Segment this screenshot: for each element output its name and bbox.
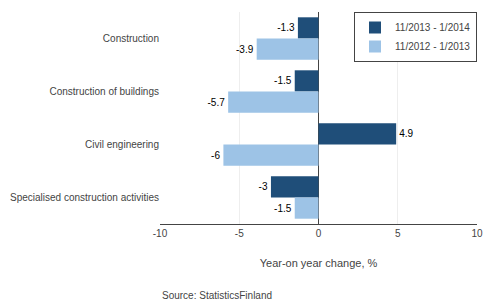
svg-text:-5.7: -5.7 bbox=[207, 97, 225, 108]
svg-text:0: 0 bbox=[316, 228, 322, 239]
svg-text:Specialised construction activ: Specialised construction activities bbox=[10, 192, 159, 203]
svg-text:Year-on year change, %: Year-on year change, % bbox=[260, 257, 378, 269]
svg-text:-1.3: -1.3 bbox=[277, 22, 295, 33]
svg-text:-3: -3 bbox=[259, 181, 268, 192]
svg-text:Construction: Construction bbox=[103, 33, 159, 44]
svg-text:Source: StatisticsFinland: Source: StatisticsFinland bbox=[162, 290, 272, 301]
svg-text:-1.5: -1.5 bbox=[274, 75, 292, 86]
svg-text:Civil engineering: Civil engineering bbox=[85, 139, 159, 150]
svg-text:-1.5: -1.5 bbox=[274, 203, 292, 214]
svg-text:-3.9: -3.9 bbox=[236, 44, 254, 55]
svg-text:-6: -6 bbox=[211, 150, 220, 161]
svg-text:11/2012 - 1/2013: 11/2012 - 1/2013 bbox=[395, 41, 470, 52]
svg-text:Construction of buildings: Construction of buildings bbox=[49, 86, 159, 97]
svg-text:11/2013 - 1/2014: 11/2013 - 1/2014 bbox=[395, 22, 470, 33]
svg-text:4.9: 4.9 bbox=[399, 128, 413, 139]
svg-text:5: 5 bbox=[395, 228, 401, 239]
svg-text:-5: -5 bbox=[235, 228, 244, 239]
svg-text:-10: -10 bbox=[153, 228, 168, 239]
svg-text:10: 10 bbox=[471, 228, 483, 239]
